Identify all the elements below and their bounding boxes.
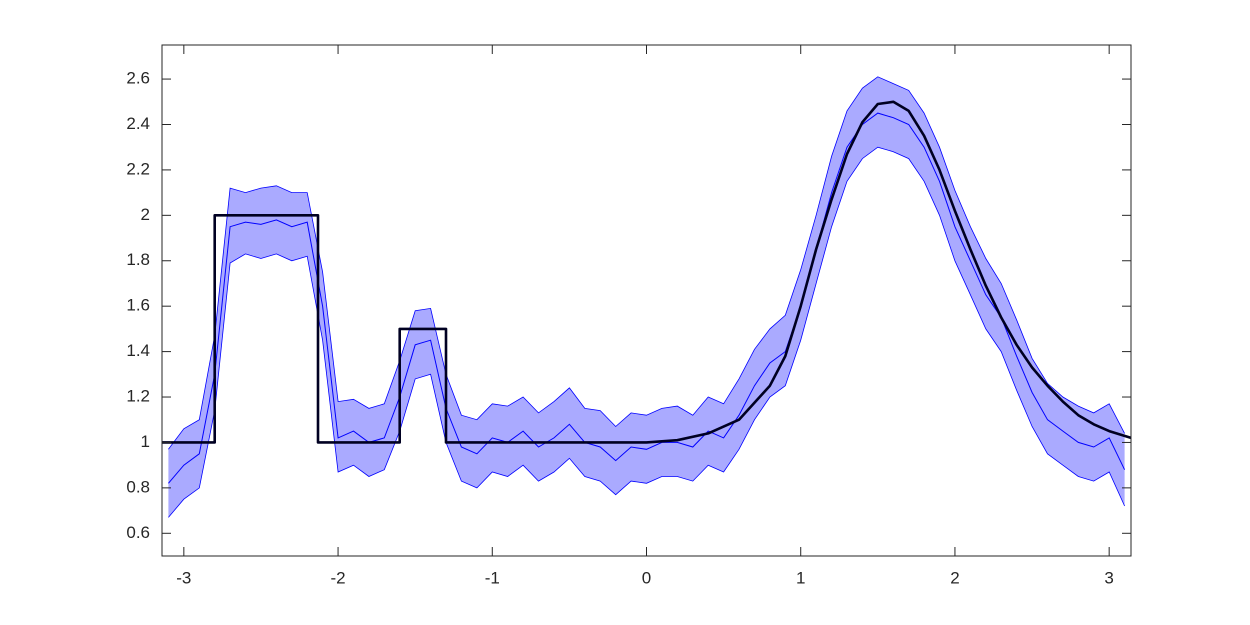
- y-tick-label: 2.2: [126, 159, 150, 178]
- y-tick-label: 2: [141, 205, 150, 224]
- y-tick-label: 2.4: [126, 114, 150, 133]
- y-tick-label: 1.2: [126, 387, 150, 406]
- true-line: [162, 100, 1131, 444]
- x-tick-label: -3: [176, 568, 191, 587]
- y-tick-label: 1: [141, 432, 150, 451]
- band-lower-edge: [168, 146, 1125, 518]
- x-tick-label: 3: [1104, 568, 1113, 587]
- y-tick-label: 1.8: [126, 250, 150, 269]
- y-tick-label: 1.4: [126, 341, 150, 360]
- x-tick-label: -1: [485, 568, 500, 587]
- mean-line: [168, 112, 1126, 484]
- x-tick-label: 1: [796, 568, 805, 587]
- band-upper-edge: [168, 76, 1125, 450]
- plot-area: [162, 76, 1131, 518]
- y-tick-label: 2.6: [126, 69, 150, 88]
- y-tick-label: 0.8: [126, 477, 150, 496]
- x-tick-label: -2: [330, 568, 345, 587]
- y-tick-label: 1.6: [126, 296, 150, 315]
- y-tick-label: 0.6: [126, 523, 150, 542]
- x-tick-label: 0: [642, 568, 651, 587]
- confidence-band: [168, 76, 1125, 518]
- x-tick-label: 2: [950, 568, 959, 587]
